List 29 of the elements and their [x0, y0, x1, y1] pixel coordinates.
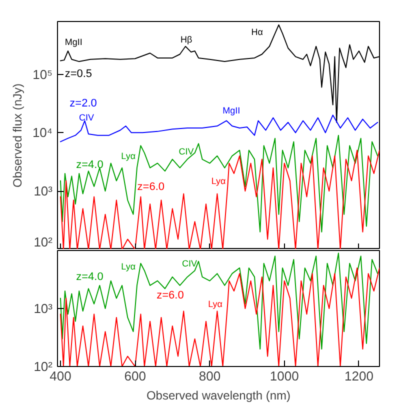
- y-tick-label: 10⁴: [32, 125, 52, 140]
- annotation: CIV: [182, 258, 198, 268]
- y-tick-label: 10³: [34, 184, 54, 199]
- annotation: CIV: [178, 146, 194, 156]
- series-label: z=2.0: [70, 98, 97, 110]
- x-tick-label: 1200: [344, 368, 374, 384]
- y-tick-label: 10⁵: [32, 66, 53, 82]
- x-axis-title: Observed wavelength (nm): [146, 388, 291, 402]
- annotation: Hα: [251, 26, 263, 37]
- annotation: Lyα: [121, 151, 136, 162]
- annotation: MgII: [222, 105, 240, 116]
- x-tick-label: 800: [198, 368, 221, 384]
- annotation: CIV: [78, 112, 94, 122]
- y-tick-label: 10³: [34, 301, 54, 316]
- series-label: z=0.5: [64, 68, 92, 80]
- annotation: Hβ: [180, 34, 192, 45]
- annotation: Lyα: [211, 176, 226, 186]
- annotation: Lyα: [208, 298, 222, 309]
- annotation: Lyα: [121, 262, 136, 272]
- annotation: MgII: [64, 37, 82, 48]
- line-series: [60, 252, 378, 350]
- x-tick-label: 600: [124, 368, 146, 384]
- series-label: z=6.0: [156, 290, 184, 302]
- y-axis-title: Observed flux (nJy): [10, 83, 24, 188]
- series-label: z=4.0: [76, 271, 104, 284]
- x-tick-label: 1000: [270, 368, 299, 384]
- y-tick-label: 10²: [34, 234, 54, 250]
- series-label: z=6.0: [137, 180, 164, 193]
- series-label: z=4.0: [76, 159, 104, 172]
